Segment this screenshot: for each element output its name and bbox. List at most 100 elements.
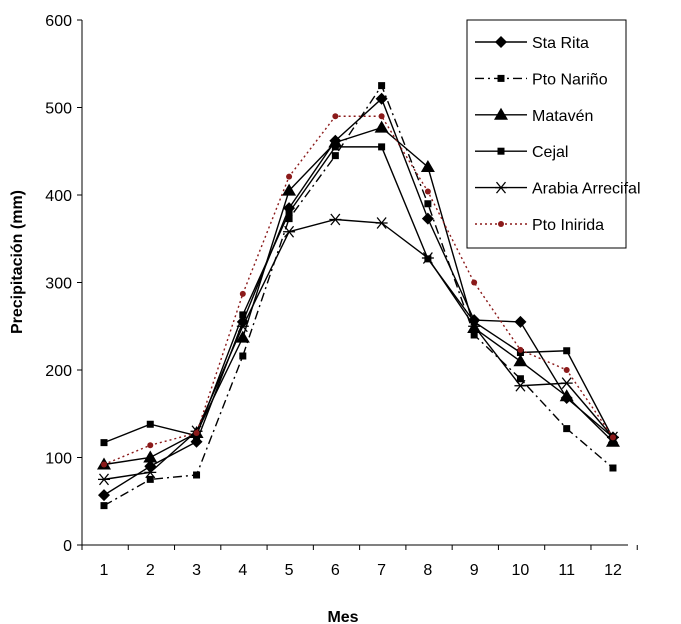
legend-label: Sta Rita bbox=[532, 35, 589, 52]
asterisk-marker bbox=[495, 181, 507, 194]
diamond-marker bbox=[495, 36, 507, 48]
square-marker bbox=[563, 347, 571, 355]
y-tick-label: 500 bbox=[45, 101, 72, 118]
circle-marker bbox=[424, 188, 431, 195]
circle-marker bbox=[147, 442, 154, 449]
x-tick-label: 4 bbox=[238, 562, 247, 579]
square-marker bbox=[146, 420, 154, 428]
circle-marker bbox=[193, 430, 200, 436]
series-line bbox=[103, 84, 614, 507]
legend-box bbox=[466, 19, 627, 249]
legend-entry: Cejal bbox=[475, 144, 568, 161]
square-marker bbox=[497, 147, 505, 155]
square-marker bbox=[100, 439, 108, 447]
asterisk-marker bbox=[375, 217, 388, 229]
x-tick-label: 11 bbox=[558, 562, 575, 579]
series-line bbox=[103, 126, 614, 466]
circle-marker bbox=[378, 113, 385, 120]
asterisk-marker bbox=[283, 225, 296, 238]
square-marker bbox=[285, 215, 293, 223]
y-tick-label: 600 bbox=[45, 13, 72, 30]
legend-entry: Matavén bbox=[475, 107, 593, 125]
triangle-marker bbox=[559, 389, 574, 402]
square-marker bbox=[239, 352, 247, 360]
series-layer bbox=[97, 82, 620, 510]
asterisk-stroke bbox=[284, 225, 295, 238]
legend-label: Arabia Arrecifal bbox=[532, 181, 641, 198]
diamond-marker bbox=[98, 489, 110, 502]
legend-entry: Sta Rita bbox=[475, 35, 589, 52]
series-line bbox=[103, 218, 614, 481]
triangle-marker bbox=[494, 107, 508, 120]
y-tick-label: 300 bbox=[45, 276, 72, 293]
asterisk-stroke bbox=[98, 473, 110, 486]
asterisk-stroke bbox=[376, 217, 387, 229]
square-marker bbox=[100, 502, 108, 510]
asterisk-marker bbox=[468, 320, 481, 333]
x-tick-label: 5 bbox=[285, 562, 294, 579]
x-tick-label: 2 bbox=[146, 562, 155, 579]
x-tick-label: 8 bbox=[423, 562, 432, 579]
circle-marker bbox=[471, 279, 478, 286]
x-tick-label: 10 bbox=[512, 562, 530, 579]
series-pto-inirida bbox=[101, 113, 616, 468]
triangle-marker bbox=[282, 183, 297, 196]
square-marker bbox=[331, 152, 339, 160]
x-tick-label: 9 bbox=[470, 562, 479, 579]
y-tick-label: 100 bbox=[45, 451, 72, 468]
asterisk-marker bbox=[329, 213, 342, 226]
asterisk-stroke bbox=[237, 320, 248, 333]
series-pto-nari-o bbox=[100, 82, 617, 510]
legend: Sta Rita Pto Nariño Matavén Cejal Arabia Arr… bbox=[466, 19, 641, 249]
square-marker bbox=[239, 311, 247, 319]
circle-marker bbox=[101, 461, 107, 468]
diamond-marker bbox=[514, 315, 527, 328]
asterisk-stroke bbox=[495, 181, 507, 194]
circle-marker bbox=[332, 113, 339, 120]
square-marker bbox=[424, 200, 432, 208]
asterisk-marker bbox=[144, 466, 157, 479]
x-tick-label: 7 bbox=[377, 562, 386, 579]
y-tick-label: 200 bbox=[45, 363, 72, 380]
square-marker bbox=[497, 74, 505, 82]
series-line bbox=[103, 146, 614, 444]
y-tick-label: 400 bbox=[45, 188, 72, 205]
square-marker bbox=[193, 471, 201, 479]
asterisk-marker bbox=[421, 252, 434, 264]
triangle-marker bbox=[513, 354, 528, 367]
asterisk-stroke bbox=[422, 252, 433, 264]
triangle-marker bbox=[420, 160, 435, 172]
circle-marker bbox=[239, 290, 246, 297]
diamond-marker bbox=[421, 212, 434, 225]
legend-entry: Pto Nariño bbox=[475, 71, 608, 88]
square-marker bbox=[331, 143, 339, 151]
asterisk-marker bbox=[514, 379, 527, 392]
square-marker bbox=[609, 464, 617, 472]
circle-marker bbox=[286, 173, 293, 180]
square-marker bbox=[378, 143, 386, 151]
triangle-marker bbox=[374, 120, 389, 133]
diamond-marker bbox=[375, 92, 388, 105]
series-line bbox=[103, 97, 614, 496]
asterisk-marker bbox=[236, 320, 249, 333]
square-marker bbox=[285, 209, 293, 216]
x-axis-title: Mes bbox=[327, 609, 358, 624]
asterisk-marker bbox=[98, 473, 110, 486]
x-tick-label: 12 bbox=[604, 562, 622, 579]
legend-entry: Pto Inirida bbox=[475, 217, 604, 234]
asterisk-stroke bbox=[515, 379, 526, 392]
x-tick-label: 3 bbox=[192, 562, 201, 579]
square-marker bbox=[516, 375, 524, 383]
legend-entry: Arabia Arrecifal bbox=[475, 181, 641, 198]
series-line bbox=[103, 115, 614, 466]
asterisk-stroke bbox=[469, 320, 480, 333]
circle-marker bbox=[563, 367, 570, 373]
circle-marker bbox=[609, 434, 616, 441]
x-tick-label: 1 bbox=[100, 562, 109, 579]
legend-label: Pto Inirida bbox=[532, 217, 604, 234]
x-tick-label: 6 bbox=[331, 562, 340, 579]
circle-marker bbox=[498, 221, 504, 227]
triangle-marker bbox=[235, 330, 250, 343]
